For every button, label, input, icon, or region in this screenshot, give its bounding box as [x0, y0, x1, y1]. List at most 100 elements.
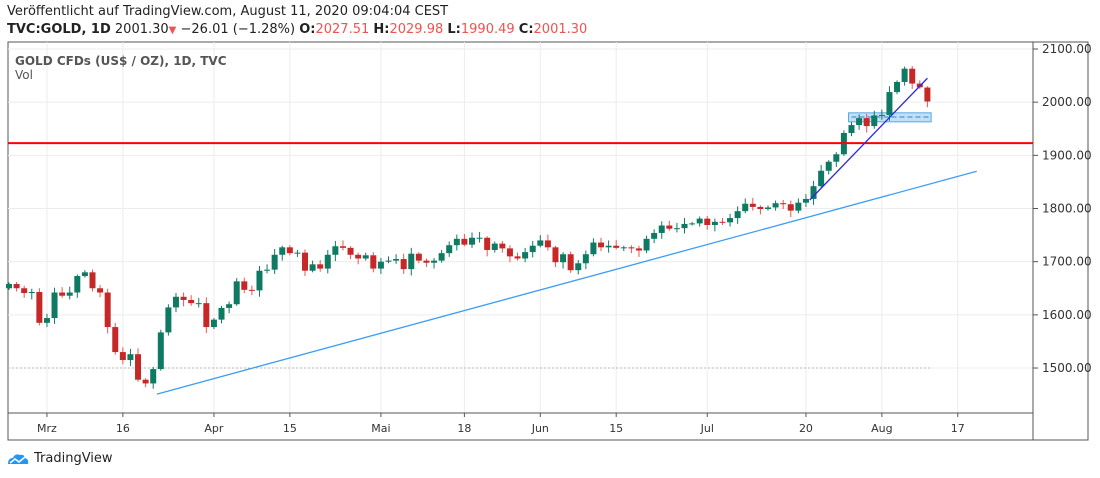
candle-body — [522, 252, 529, 259]
candle-body — [468, 237, 475, 245]
x-tick-label: 15 — [609, 422, 623, 435]
candle-body — [742, 203, 749, 212]
candle-body — [66, 292, 73, 296]
candle-body — [13, 284, 20, 289]
low-label: L: — [447, 22, 461, 37]
volume-label: Vol — [15, 68, 33, 82]
candle-body — [43, 318, 50, 323]
candle-body — [81, 272, 88, 277]
trendline — [809, 77, 928, 201]
close-value: 2001.30 — [533, 22, 588, 37]
change: −26.01 (−1.28%) — [180, 22, 296, 37]
candle-body — [355, 254, 362, 259]
candle-body — [423, 260, 430, 263]
candle-body — [271, 254, 278, 270]
last-price: 2001.30 — [114, 22, 169, 37]
candle-body — [294, 252, 301, 254]
candle-body — [317, 264, 324, 269]
y-tick-label: 1500.00 — [1042, 361, 1092, 375]
candle-body — [195, 303, 202, 305]
candle-body — [233, 281, 240, 305]
candle-body — [901, 68, 908, 82]
candle-body — [362, 255, 369, 259]
candle-body — [210, 319, 217, 328]
candle-body — [370, 255, 377, 269]
candle-body — [256, 270, 263, 291]
symbol: TVC:GOLD, 1D — [7, 22, 111, 37]
candle-body — [150, 369, 157, 384]
candle-body — [605, 245, 612, 248]
candle-body — [780, 203, 787, 205]
logo-text: TradingView — [34, 451, 113, 466]
candle-body — [544, 240, 551, 248]
candle-body — [51, 292, 58, 319]
down-triangle-icon: ▼ — [168, 25, 177, 36]
candle-body — [643, 238, 650, 251]
candle-body — [309, 264, 316, 271]
tradingview-logo[interactable]: TradingView — [6, 451, 113, 466]
candle-body — [279, 247, 286, 255]
candle-body — [6, 284, 12, 289]
candle-body — [385, 260, 392, 262]
candle-body — [711, 221, 718, 225]
candle-body — [89, 272, 96, 289]
candle-body — [560, 254, 567, 263]
candle-body — [795, 202, 802, 211]
candle-body — [772, 203, 779, 208]
candle-body — [97, 288, 104, 293]
series-title: GOLD CFDs (US$ / OZ), 1D, TVC — [15, 54, 227, 68]
candle-body — [666, 225, 673, 229]
candle-body — [499, 243, 506, 249]
candle-body — [476, 237, 483, 239]
candle-body — [74, 276, 81, 293]
trendline — [156, 170, 977, 395]
candle-body — [924, 87, 931, 102]
candle-body — [332, 246, 339, 255]
candle-body — [727, 218, 734, 223]
symbol-bar: TVC:GOLD, 1D 2001.30▼ −26.01 (−1.28%) O:… — [7, 22, 587, 37]
candle-body — [696, 218, 703, 224]
candle-body — [514, 256, 521, 259]
candle-body — [172, 296, 179, 308]
x-tick-label: 17 — [951, 422, 965, 435]
x-tick-label: Mai — [371, 422, 390, 435]
x-tick-label: Mrz — [37, 422, 57, 435]
y-tick-label: 1900.00 — [1042, 148, 1092, 162]
candle-body — [112, 327, 119, 353]
candle-body — [635, 248, 642, 251]
candle-body — [286, 247, 293, 254]
candle-body — [347, 247, 354, 255]
candle-body — [810, 186, 817, 199]
candle-body — [734, 211, 741, 219]
candle-body — [757, 206, 764, 210]
candle-body — [848, 125, 855, 134]
candle-body — [377, 261, 384, 269]
candle-body — [658, 225, 665, 233]
candle-body — [264, 269, 271, 271]
x-tick-label: Jun — [531, 422, 549, 435]
candle-body — [620, 247, 627, 249]
candle-body — [878, 114, 885, 116]
candle-body — [856, 118, 863, 126]
y-tick-label: 2000.00 — [1042, 95, 1092, 109]
candle-body — [119, 352, 126, 361]
close-label: C: — [518, 22, 534, 37]
candle-body — [681, 223, 688, 229]
y-tick-label: 1800.00 — [1042, 202, 1092, 216]
high-label: H: — [373, 22, 390, 37]
candle-body — [59, 292, 66, 296]
chart-legend: GOLD CFDs (US$ / OZ), 1D, TVC Vol — [15, 54, 227, 82]
candle-body — [567, 254, 574, 271]
candle-body — [453, 238, 460, 246]
candle-body — [142, 379, 149, 384]
x-tick-label: 15 — [283, 422, 297, 435]
x-tick-label: Jul — [700, 422, 714, 435]
y-tick-label: 1700.00 — [1042, 255, 1092, 269]
candle-body — [749, 203, 756, 207]
candle-body — [104, 292, 111, 328]
candle-body — [36, 291, 43, 323]
candle-body — [651, 232, 658, 239]
candle-body — [408, 253, 415, 270]
candle-body — [218, 307, 225, 320]
